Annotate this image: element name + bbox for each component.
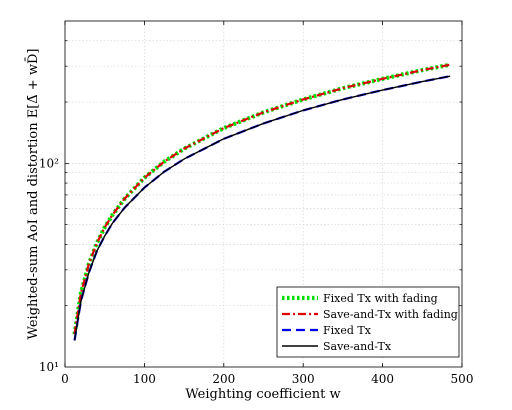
legend-label: Save-and-Tx with fading — [323, 308, 458, 321]
y-tick-label: 10¹ — [39, 360, 59, 374]
legend-label: Fixed Tx — [323, 324, 372, 337]
y-tick-label: 10² — [39, 156, 59, 170]
legend-label: Save-and-Tx — [323, 340, 392, 353]
axis-ticks: 0 100 200 300 400 500 10¹ 10² — [39, 21, 474, 386]
x-tick-label: 300 — [292, 372, 315, 386]
x-tick-label: 400 — [371, 372, 394, 386]
x-tick-label: 500 — [451, 372, 474, 386]
x-tick-label: 0 — [61, 372, 69, 386]
legend-label: Fixed Tx with fading — [323, 292, 438, 305]
legend: Fixed Tx with fading Save-and-Tx with fad… — [276, 286, 460, 358]
y-axis-label: Weighted-sum AoI and distortion E[Δ̄ + w… — [25, 49, 41, 340]
series-lines — [72, 62, 451, 341]
series-line — [73, 63, 451, 335]
series-line — [73, 75, 451, 341]
x-tick-label: 200 — [212, 372, 235, 386]
x-tick-label: 100 — [133, 372, 156, 386]
x-axis-label: Weighting coefficient w — [185, 387, 340, 402]
plot-frame — [64, 20, 463, 368]
